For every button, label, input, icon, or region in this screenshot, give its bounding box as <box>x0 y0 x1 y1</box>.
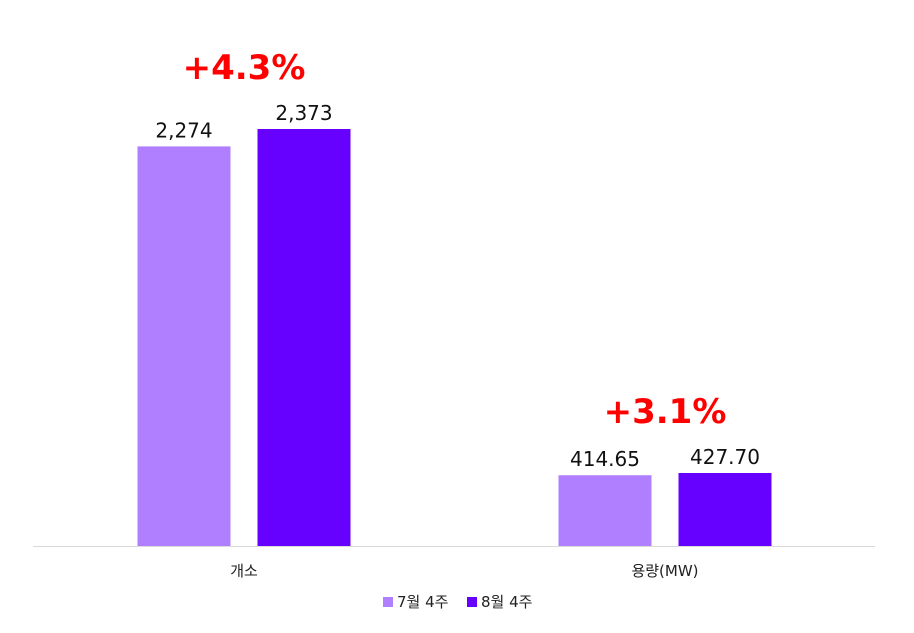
category-label-2: 용량(MW) <box>631 562 698 580</box>
bar-1-2 <box>558 475 652 546</box>
bar-1-1 <box>137 146 231 546</box>
legend: 7월 4주 8월 4주 <box>383 593 532 611</box>
value-labels-group: 2,274 2,373 414.65 427.70 <box>155 101 760 471</box>
legend-swatch-1 <box>383 597 393 607</box>
category-labels-group: 개소 용량(MW) <box>230 562 698 580</box>
growth-labels-group: +4.3% +3.1% <box>183 48 727 432</box>
growth-label-1: +4.3% <box>183 48 306 88</box>
legend-label-1: 7월 4주 <box>397 593 448 611</box>
bar-2-1 <box>257 129 351 546</box>
bar-2-2 <box>678 473 772 546</box>
value-label-2-2: 427.70 <box>690 445 760 469</box>
bars-group <box>137 129 772 546</box>
value-label-1-2: 414.65 <box>570 447 640 471</box>
value-label-1-1: 2,274 <box>155 118 212 142</box>
category-label-1: 개소 <box>230 562 258 580</box>
legend-swatch-2 <box>467 597 477 607</box>
value-label-2-1: 2,373 <box>275 101 332 125</box>
legend-label-2: 8월 4주 <box>481 593 532 611</box>
growth-label-2: +3.1% <box>604 392 727 432</box>
